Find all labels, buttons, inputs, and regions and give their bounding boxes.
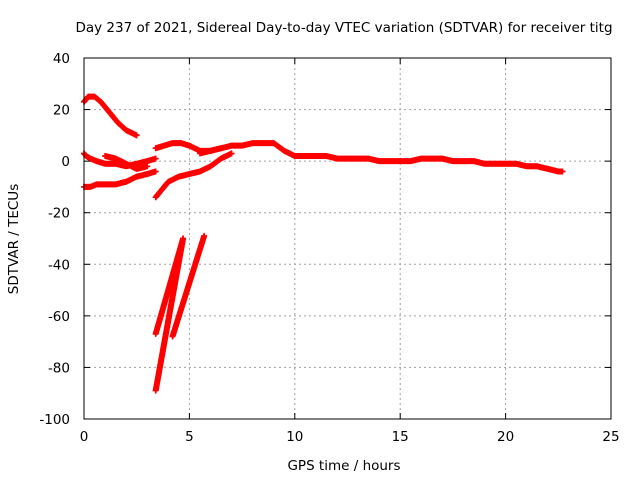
y-axis-label: SDTVAR / TECUs <box>6 184 22 294</box>
y-tick-label: -20 <box>48 206 70 222</box>
data-point <box>133 132 140 139</box>
y-tick-label: -40 <box>48 257 70 273</box>
series-track-rise <box>152 150 235 201</box>
y-tick-label: 40 <box>53 51 70 67</box>
tick-layer: 0 5 10 15 20 25 -100 -80 -60 -40 -20 0 20 40 <box>39 51 619 445</box>
x-tick-label: 0 <box>80 429 89 445</box>
data-point <box>152 155 159 162</box>
x-tick-label: 20 <box>497 429 514 445</box>
y-tick-label: 20 <box>53 103 70 119</box>
x-axis-label: GPS time / hours <box>287 458 400 474</box>
y-tick-label: -100 <box>39 412 70 428</box>
series-track-mid-early <box>81 168 159 190</box>
grid-layer <box>84 58 611 419</box>
data-layer <box>81 93 566 394</box>
x-tick-label: 5 <box>185 429 194 445</box>
plot-frame <box>83 57 612 420</box>
x-tick-label: 10 <box>286 429 303 445</box>
series-track-long <box>196 140 566 175</box>
x-tick-label: 15 <box>392 429 409 445</box>
data-point <box>201 232 208 239</box>
data-point <box>559 168 566 175</box>
data-point <box>144 163 151 170</box>
data-point <box>152 168 159 175</box>
series-track-small-gap <box>102 152 151 172</box>
chart-title: Day 237 of 2021, Sidereal Day-to-day VTE… <box>75 20 612 36</box>
series-track-steep-upper <box>152 235 187 337</box>
y-tick-label: -80 <box>48 360 70 376</box>
y-tick-label: 0 <box>61 154 70 170</box>
series-track-upper <box>81 93 140 139</box>
y-tick-label: -60 <box>48 309 70 325</box>
data-point <box>228 150 235 157</box>
data-point <box>180 235 187 242</box>
x-tick-label: 25 <box>602 429 619 445</box>
series-track-steep-right <box>169 232 208 340</box>
